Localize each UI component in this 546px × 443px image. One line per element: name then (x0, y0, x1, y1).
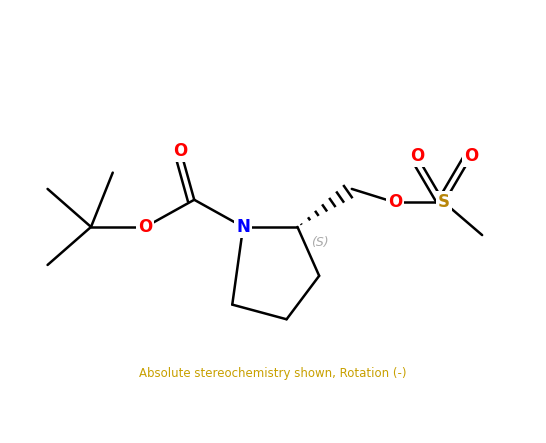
Text: N: N (236, 218, 250, 236)
Text: O: O (174, 142, 188, 160)
Text: (S): (S) (311, 236, 329, 249)
Text: O: O (464, 148, 478, 165)
Text: Absolute stereochemistry shown, Rotation (-): Absolute stereochemistry shown, Rotation… (139, 367, 407, 380)
Text: O: O (388, 194, 402, 211)
Text: O: O (138, 218, 152, 236)
Text: O: O (410, 148, 424, 165)
Text: S: S (438, 194, 450, 211)
